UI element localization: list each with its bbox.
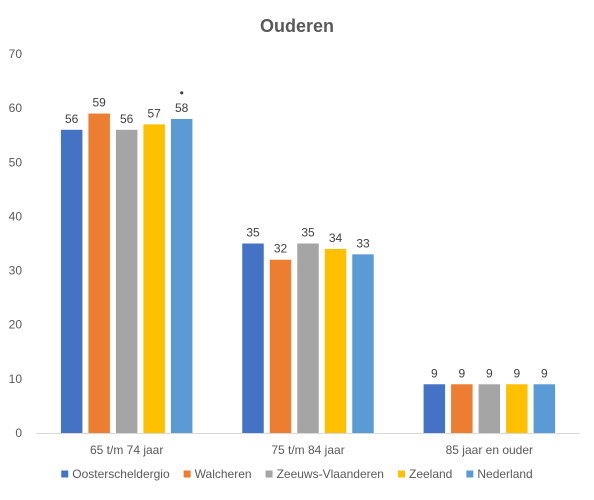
legend-label: Oosterscheldergio (72, 467, 170, 481)
bar-walcheren-0 (88, 113, 110, 434)
legend-swatch (466, 470, 474, 478)
legend-item: Zeeuws-Vlaanderen (265, 467, 384, 481)
bar-nederland-2 (533, 384, 556, 433)
data-label: 9 (541, 366, 548, 380)
y-tick-label: 10 (9, 372, 23, 386)
y-tick-label: 70 (9, 47, 23, 61)
data-label: 57 (147, 106, 161, 120)
bar-zeeuws-vlaanderen-0 (115, 129, 138, 434)
bar-zeeuws-vlaanderen-1 (297, 243, 319, 433)
bar-oosterscheldergio-0 (60, 129, 83, 434)
data-label: 35 (301, 226, 315, 240)
data-label: 34 (329, 231, 343, 245)
data-label: 9 (458, 366, 465, 380)
data-label: 32 (274, 242, 288, 256)
data-label: 56 (65, 112, 79, 126)
data-labels: 56 59 56 57 58 35 32 35 34 33 9 9 9 9 9 • (65, 86, 548, 380)
bar-nederland-1 (352, 254, 374, 433)
legend-label: Walcheren (195, 467, 252, 481)
bar-oosterscheldergio-2 (423, 384, 446, 433)
legend-swatch (61, 470, 69, 478)
legend: Oosterscheldergio Walcheren Zeeuws-Vlaande… (61, 467, 533, 481)
legend-swatch (183, 470, 191, 478)
data-label: 59 (92, 96, 106, 110)
data-label: 56 (120, 112, 134, 126)
legend-item: Zeeland (397, 467, 452, 481)
x-category-label: 75 t/m 84 jaar (271, 443, 344, 457)
y-axis: 0 10 20 30 40 50 60 70 (9, 47, 23, 440)
x-axis: 65 t/m 74 jaar 75 t/m 84 jaar 85 jaar en o… (36, 433, 580, 457)
data-label: 9 (513, 366, 520, 380)
y-tick-label: 50 (9, 155, 23, 169)
chart-title: Ouderen (260, 16, 334, 36)
y-tick-label: 0 (15, 426, 22, 440)
bar-walcheren-2 (451, 384, 473, 433)
legend-label: Zeeuws-Vlaanderen (277, 467, 384, 481)
data-label: 58 (175, 101, 189, 115)
bar-zeeland-2 (506, 384, 528, 433)
bar-walcheren-1 (269, 259, 292, 433)
data-label: 9 (431, 366, 438, 380)
legend-item: Nederland (466, 467, 533, 481)
legend-item: Walcheren (183, 467, 252, 481)
legend-swatch (265, 470, 273, 478)
y-tick-label: 60 (9, 101, 23, 115)
data-label: 35 (246, 226, 260, 240)
legend-swatch (397, 470, 405, 478)
y-tick-label: 40 (9, 209, 23, 223)
legend-label: Nederland (477, 467, 532, 481)
data-label: 33 (356, 236, 370, 250)
bar-zeeland-1 (324, 248, 347, 433)
x-category-label: 65 t/m 74 jaar (90, 443, 163, 457)
y-tick-label: 30 (9, 264, 23, 278)
bar-nederland-0 (170, 118, 193, 433)
bar-zeeland-0 (143, 124, 165, 433)
x-category-label: 85 jaar en ouder (446, 443, 533, 457)
y-tick-label: 20 (9, 318, 23, 332)
bar-oosterscheldergio-1 (242, 243, 264, 433)
bar-zeeuws-vlaanderen-2 (478, 384, 501, 433)
legend-label: Zeeland (409, 467, 452, 481)
bars (60, 113, 556, 434)
significance-marker: • (180, 86, 184, 100)
data-label: 9 (486, 366, 493, 380)
legend-item: Oosterscheldergio (61, 467, 170, 481)
